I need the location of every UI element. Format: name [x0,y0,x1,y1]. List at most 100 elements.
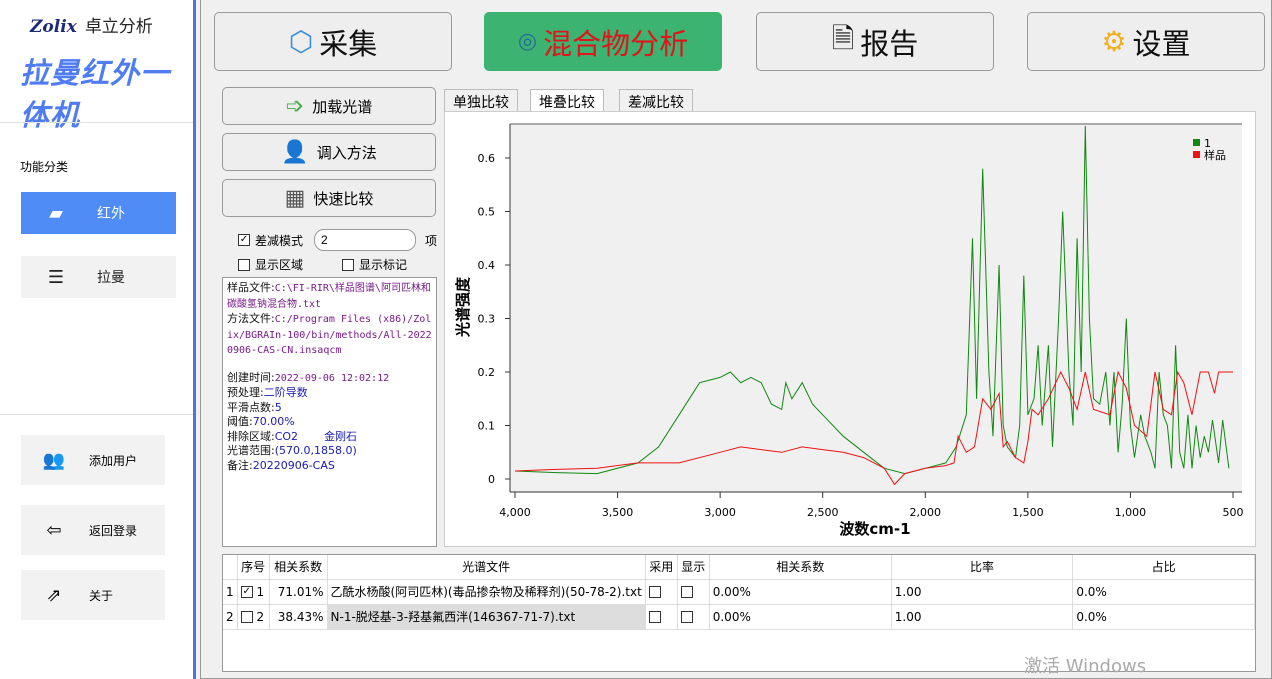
divider [0,414,193,415]
show-marks-checkbox[interactable] [342,258,354,271]
label: 关于 [89,588,114,603]
created-value: 2022-09-06 12:02:12 [274,372,390,384]
diff-mode-checkbox[interactable]: ✓ [238,234,250,246]
table-cell [645,604,678,630]
x-tick-label: 500 [1223,506,1244,519]
tab-settings[interactable]: ⚙ 设置 [1027,12,1265,71]
col-header[interactable]: 显示 [677,555,710,580]
tab-report[interactable]: 🗎 报告 [756,12,994,71]
cell-corr2: 0.00% [712,584,751,599]
x-tick-label: 4,000 [499,506,531,519]
tab-mixture-analysis[interactable]: ◎ 混合物分析 [484,12,722,71]
divider [0,122,193,123]
table-cell [677,604,710,630]
sidebar-item-infrared[interactable]: ▰ 红外 [21,192,176,234]
label: 阈值: [227,415,253,428]
table-row[interactable]: 1 ✓ 1 71.01% 乙酰水杨酸(阿司匹林)(毒品掺杂物及稀释剂)(50-78-2… [223,579,1255,605]
table-cell: 乙酰水杨酸(阿司匹林)(毒品掺杂物及稀释剂)(50-78-2).txt [327,579,646,605]
users-icon: 👥 [42,449,66,471]
col-header[interactable]: 占比 [1072,555,1255,580]
y-tick-label: 0.3 [478,313,496,326]
show-checkbox[interactable] [680,611,693,623]
show-marks-option[interactable]: 显示标记 [342,256,407,273]
sidebar-item-raman[interactable]: ☰ 拉曼 [21,256,176,298]
checked-checkbox[interactable] [240,611,253,623]
table-cell: 2 [223,604,238,630]
exclude-value-2: 金刚石 [324,429,358,443]
x-tick-label: 2,000 [910,506,942,519]
table-cell: 0.0% [1072,604,1255,630]
table-row[interactable]: 2 2 38.43% N-1-脱烃基-3-羟基氟西泮(146367-71-7).tx… [223,604,1255,630]
y-tick-label: 0.5 [478,206,496,219]
label: 调入方法 [316,143,377,162]
report-icon: 🗎 [831,21,855,55]
show-region-checkbox[interactable] [238,258,250,271]
col-header[interactable]: 相关系数 [269,555,328,580]
table-cell: 2 [237,604,270,630]
show-checkbox[interactable] [680,586,693,598]
table-cell: 38.43% [269,604,328,630]
product-title: 拉曼红外一体机 [20,56,171,132]
y-axis-label: 光谱强度 [454,276,472,338]
y-tick-label: 0 [488,473,495,486]
unit-label: 项 [425,233,438,248]
cell-corr: 71.01% [277,584,324,599]
windows-watermark: 激活 Windows [1024,656,1147,677]
tab-diff-compare[interactable]: 差减比较 [619,89,693,111]
label: 备注: [227,458,253,472]
sample-file-value: C:\FI-RIR\样品图谱\阿司匹林和碳酸氢钠混合物.txt [227,283,431,310]
tab-stack-compare[interactable]: 堆叠比较 [530,89,604,111]
label: 快速比较 [313,189,374,208]
col-header[interactable]: 比率 [891,555,1074,580]
cell-idx: 1 [226,584,234,599]
tab-single-compare[interactable]: 单独比较 [444,89,518,111]
table-cell: 1.00 [891,579,1074,605]
col-header[interactable]: 相关系数 [709,555,892,580]
sidebar: Zolix 卓立分析 拉曼红外一体机 功能分类 ▰ 红外 ☰ 拉曼 👥 添加用户 ⇦ 返回… [0,0,196,679]
label: 方法文件: [227,312,275,325]
about-button[interactable]: ⇗ 关于 [21,570,165,620]
checked-checkbox[interactable]: ✓ [240,586,253,598]
quick-compare-button[interactable]: ▦ 快速比较 [222,179,436,217]
table-cell: 0.00% [709,604,892,630]
x-tick-label: 1,500 [1012,506,1044,519]
table-cell [645,579,678,605]
col-header[interactable]: 光谱文件 [327,555,646,580]
load-spectrum-button[interactable]: ➩ 加载光谱 [222,87,436,125]
y-tick-label: 0.4 [478,259,496,272]
y-tick-label: 0.1 [478,420,496,433]
logout-icon: ⇦ [46,519,62,541]
label: 拉曼 [97,270,125,286]
table-cell [677,579,710,605]
load-method-button[interactable]: 👤 调入方法 [222,133,436,171]
diff-count-input[interactable] [314,229,417,251]
x-axis-label: 波数cm-1 [839,520,910,538]
table-cell: 1.00 [891,604,1074,630]
col-header[interactable]: 采用 [645,555,678,580]
tab-collect[interactable]: ⬡ 采集 [214,12,452,71]
range-value: (570.0,1858.0) [274,444,357,457]
cell-share: 0.0% [1076,609,1107,624]
x-tick-label: 2,500 [807,506,839,519]
back-to-login-button[interactable]: ⇦ 返回登录 [21,505,165,555]
use-checkbox[interactable] [648,586,661,598]
use-checkbox[interactable] [648,611,661,623]
label: 报告 [860,26,919,61]
cell-no: 2 [256,609,265,624]
diff-mode-label: 差减模式 [255,233,304,248]
analysis-icon: ◎ [517,29,538,54]
spectrum-chart-panel: 0 0.1 0.2 0.3 0.4 0.5 0.6 4,000 3,500 3,000 2,500 2… [444,111,1256,547]
y-tick-label: 0.2 [478,366,496,379]
cell-ratio: 1.00 [894,584,922,599]
col-header[interactable]: 序号 [237,555,270,580]
label: 预处理: [227,386,264,399]
smooth-value: 5 [274,400,282,414]
label: 采集 [319,26,378,61]
section-label: 功能分类 [20,160,69,174]
add-user-button[interactable]: 👥 添加用户 [21,435,165,485]
show-region-option[interactable]: 显示区域 [238,256,303,273]
cell-corr2: 0.00% [712,609,751,624]
label: 返回登录 [89,523,138,538]
logo: Zolix 卓立分析 [30,12,153,37]
y-tick-label: 0.6 [478,152,496,165]
